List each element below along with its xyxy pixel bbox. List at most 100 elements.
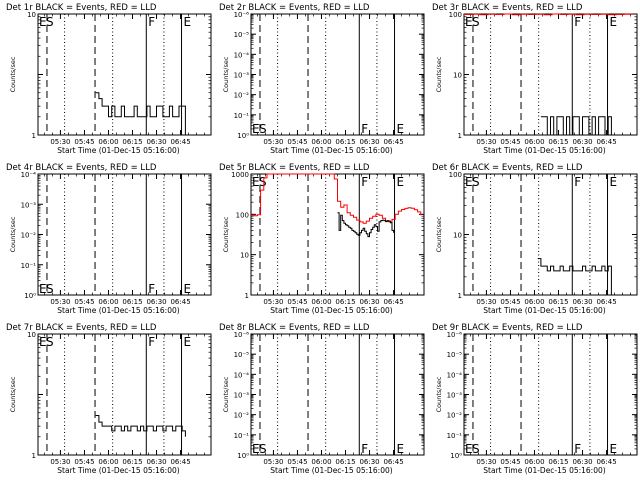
plot-frame — [463, 333, 638, 456]
x-tick-label: 06:45 — [596, 458, 616, 466]
det-panel-5: Det 5r BLACK = Events, RED = LLD Counts/s… — [219, 163, 425, 315]
x-tick-label: 06:00 — [524, 458, 544, 466]
panel-title: Det 9r BLACK = Events, RED = LLD — [432, 323, 583, 333]
y-tick-label: 10⁻⁴ — [21, 171, 37, 179]
x-tick-label: 06:00 — [98, 458, 118, 466]
y-tick-label: 10⁻² — [234, 412, 250, 420]
marker-label: E — [39, 282, 47, 296]
det-panel-7: Det 7r BLACK = Events, RED = LLD Counts/s… — [6, 323, 212, 475]
det-panel-2: Det 2r BLACK = Events, RED = LLD Counts/s… — [219, 3, 425, 155]
marker-label: E — [610, 442, 618, 456]
series-line-1 — [251, 173, 422, 224]
x-tick-label: 06:45 — [596, 298, 616, 306]
marker-label: S — [46, 335, 54, 349]
x-axis-label: Start Time (01-Dec-15 05:16:00) — [270, 466, 392, 475]
marker-label: F — [148, 335, 155, 349]
det-panel-1: Det 1r BLACK = Events, RED = LLD Counts/s… — [6, 3, 212, 155]
y-tick-label: 10⁻³ — [234, 392, 250, 400]
y-axis-label: Counts/sec — [435, 376, 443, 412]
x-tick-label: 06:45 — [383, 138, 403, 146]
x-tick-label: 06:45 — [170, 298, 190, 306]
x-axis-label: Start Time (01-Dec-15 05:16:00) — [57, 306, 179, 315]
plot-frame — [37, 173, 212, 296]
x-tick-label: 06:15 — [335, 298, 355, 306]
x-tick-label: 05:45 — [74, 138, 94, 146]
det-panel-8: Det 8r BLACK = Events, RED = LLD Counts/s… — [219, 323, 425, 475]
x-tick-label: 05:45 — [287, 298, 307, 306]
y-tick-label: 1 — [458, 292, 462, 300]
marker-label: E — [39, 15, 47, 29]
series-line-1 — [95, 415, 186, 437]
x-tick-label: 05:45 — [74, 458, 94, 466]
x-tick-label: 06:15 — [548, 298, 568, 306]
x-tick-label: 05:30 — [476, 458, 496, 466]
x-tick-label: 06:15 — [335, 458, 355, 466]
x-tick-label: 06:00 — [524, 138, 544, 146]
x-tick-label: 06:30 — [146, 458, 166, 466]
series-line-2 — [337, 212, 395, 238]
series-line-2 — [540, 116, 612, 136]
y-tick-label: 10⁰ — [237, 132, 249, 140]
marker-label: E — [184, 335, 192, 349]
y-tick-label: 10⁻² — [447, 412, 463, 420]
marker-label: S — [46, 282, 54, 296]
x-tick-label: 06:00 — [524, 298, 544, 306]
y-tick-label: 10⁻⁵ — [447, 351, 463, 359]
x-tick-label: 06:30 — [359, 458, 379, 466]
marker-label: S — [46, 15, 54, 29]
x-axis-label: Start Time (01-Dec-15 05:16:00) — [483, 146, 605, 155]
y-tick-label: 10⁻⁶ — [234, 331, 250, 339]
y-tick-label: 10⁻⁶ — [234, 11, 250, 19]
x-tick-label: 05:45 — [500, 138, 520, 146]
x-tick-label: 05:45 — [74, 298, 94, 306]
x-tick-label: 06:00 — [311, 298, 331, 306]
marker-label: E — [397, 442, 405, 456]
x-tick-label: 06:30 — [572, 298, 592, 306]
marker-label: E — [610, 175, 618, 189]
det-panel-9: Det 9r BLACK = Events, RED = LLD Counts/s… — [432, 323, 638, 475]
y-axis-label: Counts/sec — [9, 216, 17, 252]
panel-title: Det 8r BLACK = Events, RED = LLD — [219, 323, 370, 333]
x-tick-label: 06:15 — [122, 458, 142, 466]
x-tick-label: 06:45 — [383, 458, 403, 466]
y-tick-label: 100 — [449, 11, 462, 19]
x-tick-label: 06:15 — [122, 138, 142, 146]
x-tick-label: 06:30 — [572, 458, 592, 466]
y-tick-label: 10 — [240, 252, 249, 260]
y-axis-label: Counts/sec — [222, 56, 230, 92]
x-tick-label: 06:00 — [311, 458, 331, 466]
det-panel-4: Det 4r BLACK = Events, RED = LLD Counts/s… — [6, 163, 212, 315]
y-axis-label: Counts/sec — [9, 376, 17, 412]
y-tick-label: 10⁻² — [234, 92, 250, 100]
y-tick-label: 10⁻¹ — [234, 112, 250, 120]
marker-label: F — [574, 442, 581, 456]
y-tick-label: 100 — [449, 171, 462, 179]
y-tick-label: 1 — [458, 132, 462, 140]
y-tick-label: 10⁻¹ — [21, 262, 37, 270]
panel-title: Det 5r BLACK = Events, RED = LLD — [219, 163, 370, 173]
y-tick-label: 10⁻¹ — [447, 432, 463, 440]
y-tick-label: 10⁻⁵ — [234, 351, 250, 359]
det-panel-3: Det 3r BLACK = Events, RED = LLD Counts/s… — [432, 3, 638, 155]
y-axis-label: Counts/sec — [435, 216, 443, 252]
x-tick-label: 05:30 — [50, 458, 70, 466]
panel-title: Det 4r BLACK = Events, RED = LLD — [6, 163, 157, 173]
plot-frame — [37, 333, 212, 456]
x-tick-label: 05:45 — [500, 298, 520, 306]
x-axis-label: Start Time (01-Dec-15 05:16:00) — [270, 146, 392, 155]
marker-label: S — [472, 15, 480, 29]
marker-label: F — [148, 282, 155, 296]
series-line-1 — [95, 92, 186, 135]
y-tick-label: 1 — [32, 132, 36, 140]
x-tick-label: 06:30 — [359, 138, 379, 146]
marker-label: E — [252, 122, 260, 136]
y-tick-label: 10⁰ — [450, 452, 462, 460]
marker-label: F — [148, 15, 155, 29]
marker-label: E — [465, 442, 473, 456]
x-tick-label: 05:30 — [50, 298, 70, 306]
marker-label: F — [361, 442, 368, 456]
x-tick-label: 05:45 — [287, 138, 307, 146]
y-tick-label: 1000 — [231, 171, 249, 179]
